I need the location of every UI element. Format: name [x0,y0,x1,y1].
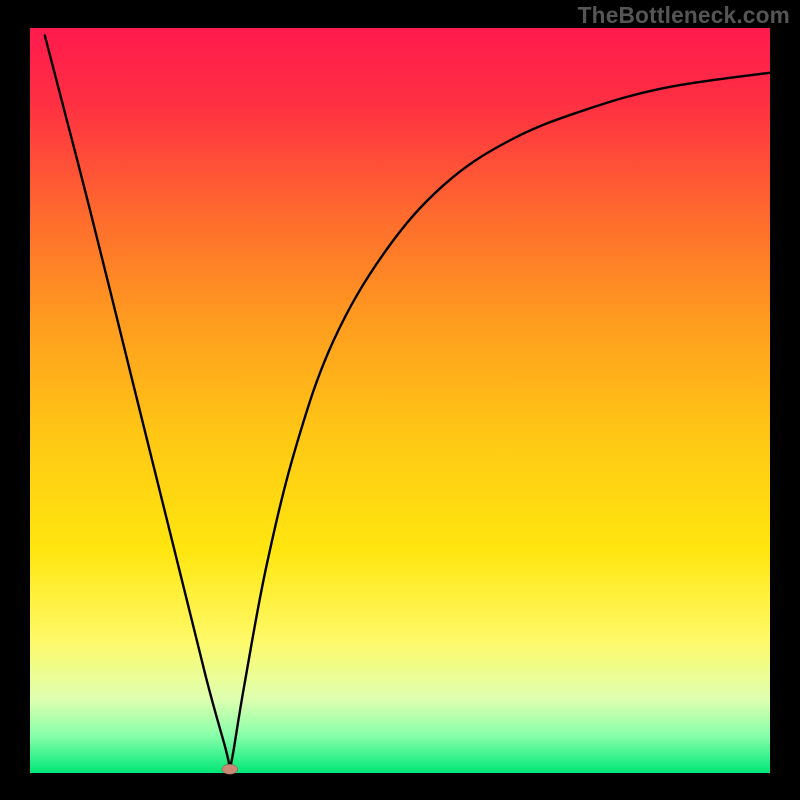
chart-stage: TheBottleneck.com [0,0,800,800]
min-marker [222,764,238,774]
curve-layer [0,0,800,800]
curve-left-branch [45,35,230,769]
watermark-text: TheBottleneck.com [578,2,790,29]
curve-right-branch [230,73,770,770]
